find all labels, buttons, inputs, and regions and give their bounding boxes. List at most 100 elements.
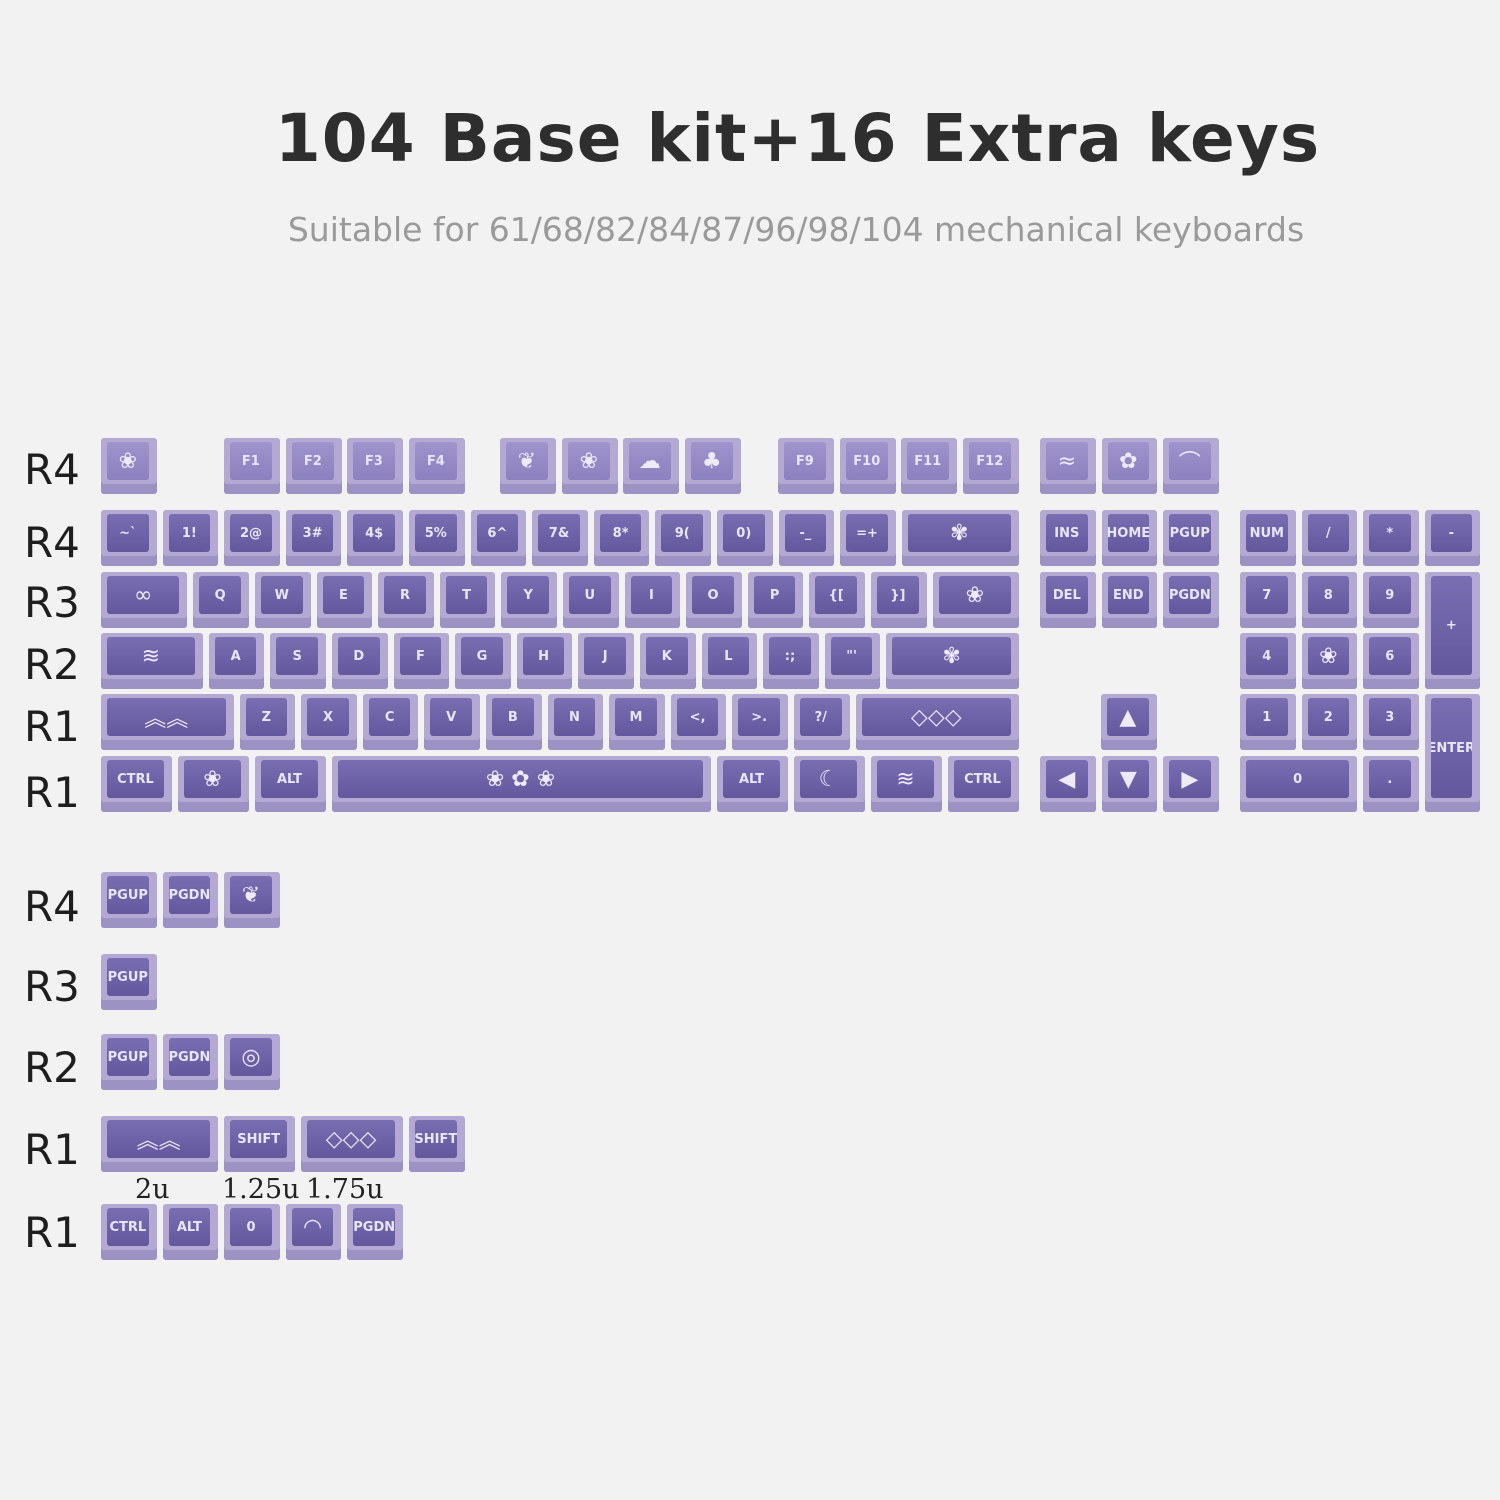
keycap-legend: ~` (119, 525, 137, 541)
keycap-face: ✿ (1107, 442, 1150, 480)
keycap: 6 (1363, 633, 1419, 689)
keycap-legend: ALT (276, 771, 303, 787)
keycap-legend: 8* (612, 525, 629, 541)
keycap: ⌒ (1163, 438, 1219, 494)
keycap-face: ◎ (230, 1038, 272, 1076)
keycap-face: F3 (353, 442, 395, 480)
keycap-legend: 6^ (487, 525, 508, 541)
keycap-face: - (1430, 514, 1473, 552)
keycap-face: <, (676, 698, 719, 736)
keycap-face: ALT (723, 760, 780, 798)
keycap-legend: 7 (1262, 587, 1272, 603)
keycap-face: PGDN (1169, 576, 1211, 614)
keycap: L (701, 633, 758, 689)
keycap: C (362, 694, 419, 750)
keycap: ♣ (685, 438, 741, 494)
tree-icon: ♣ (701, 448, 722, 474)
keycap-face: ❀ ✿ ❀ (338, 760, 703, 798)
keycap-face: ◠ (291, 1208, 334, 1246)
keycap-face: "' (830, 637, 873, 675)
keycap-legend: 4$ (365, 525, 384, 541)
keycap: END (1101, 572, 1158, 628)
keycap-face: . (1369, 760, 1411, 798)
keycap-legend: N (568, 709, 580, 725)
keycap-face: H (522, 637, 565, 675)
keycap-face: 1 (1246, 698, 1288, 736)
keycap: ALT (717, 756, 788, 812)
keycap-face: 1! (168, 514, 211, 552)
keycap-legend: H (538, 648, 550, 664)
keycap-face: X (307, 698, 349, 736)
wave-pattern-icon: ◇◇◇ (325, 1126, 377, 1152)
keycap: ❦ (500, 438, 556, 494)
keycap-legend: :; (784, 648, 796, 664)
keycap: 4$ (347, 510, 403, 566)
keycap: F3 (347, 438, 403, 494)
keycap-face: F1 (230, 442, 272, 480)
keycap-legend: F9 (795, 453, 814, 469)
keycap-face: 6^ (476, 514, 519, 552)
keycap: PGUP (1163, 510, 1219, 566)
page-subtitle: Suitable for 61/68/82/84/87/96/98/104 me… (287, 210, 1305, 249)
keycap-face: CTRL (954, 760, 1011, 798)
cloud-icon: ☁ (638, 448, 661, 474)
keycap: 3# (285, 510, 342, 566)
key-size-label: 1.25u (222, 1174, 300, 1205)
keycap-legend: E (338, 587, 348, 603)
keycap-legend: CTRL (109, 1219, 147, 1235)
keycap-face: NUM (1246, 514, 1288, 552)
keycap: P (747, 572, 804, 628)
keycap-legend: O (707, 587, 719, 603)
page-title: 104 Base kit+16 Extra keys (274, 100, 1321, 177)
row-profile-label: R4 (24, 445, 80, 494)
keycap-legend: 0) (736, 525, 752, 541)
keycap-face: ❀ (938, 576, 1011, 614)
keycap: CTRL (101, 1204, 157, 1260)
cloud-pattern-icon: ︽︽ (136, 1129, 181, 1154)
keycap-face: F9 (784, 442, 826, 480)
keycap: 1 (1240, 694, 1296, 750)
keycap-legend: PGDN (1169, 587, 1211, 603)
keycap: F4 (409, 438, 465, 494)
keycap-face: PGUP (107, 958, 149, 996)
keycap-face: J (584, 637, 626, 675)
keycap: 8 (1301, 572, 1358, 628)
keycap-face: A (214, 637, 257, 675)
keycap: E (316, 572, 373, 628)
keycap-face: 2@ (230, 514, 272, 552)
keycap-face: ⌒ (1169, 442, 1211, 480)
bridge-icon: ⌒ (1178, 451, 1201, 476)
keycap-face: ENTER (1430, 698, 1473, 798)
keycap: H (516, 633, 573, 689)
keycap: ❦ (224, 872, 280, 928)
flower-icon: ❀ (203, 766, 222, 792)
keycap: A (208, 633, 265, 689)
keycap: CTRL (948, 756, 1019, 812)
keycap-legend: 2@ (239, 525, 262, 541)
keycap-face: :; (769, 637, 811, 675)
keycap-legend: + (1445, 618, 1457, 633)
keycap: ≋ (871, 756, 942, 812)
keycap: HOME (1101, 510, 1158, 566)
keycap-legend: 3# (302, 525, 323, 541)
keycap-face: Y (507, 576, 549, 614)
flower-icon: ❀ (118, 448, 138, 474)
keycap-face: T (445, 576, 488, 614)
row-profile-label: R1 (24, 1208, 80, 1257)
keycap-face: E (322, 576, 365, 614)
keycap-legend: PGUP (107, 887, 148, 903)
keycap-face: V (430, 698, 472, 736)
keycap-face: ALT (261, 760, 318, 798)
keycap-face: ❀ (107, 442, 149, 480)
keycap-legend: NUM (1249, 525, 1284, 541)
keycap-face: PGDN (168, 1038, 211, 1076)
keycap: ◇◇◇ (301, 1116, 403, 1172)
keycap: F12 (963, 438, 1019, 494)
keycap: SHIFT (224, 1116, 296, 1172)
keycap: F11 (901, 438, 957, 494)
keycap: ✾ (901, 510, 1019, 566)
keycap-legend: >. (751, 709, 768, 725)
keycap: =+ (840, 510, 896, 566)
keycap-face: ◇◇◇ (861, 698, 1011, 736)
keycap: }] (871, 572, 927, 628)
